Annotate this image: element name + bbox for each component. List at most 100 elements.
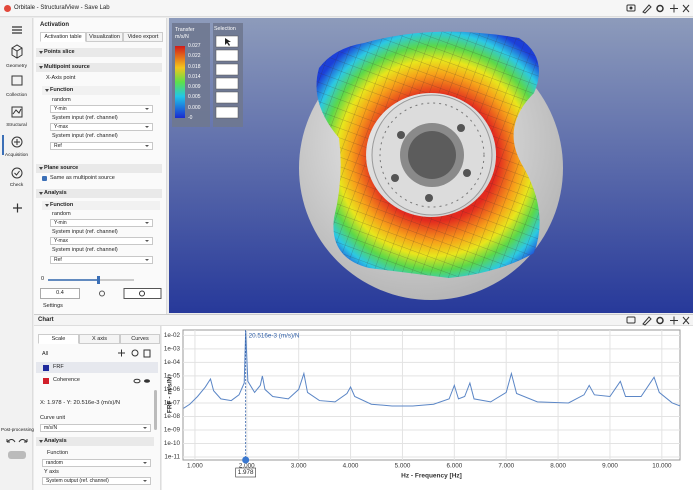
label: System input (ref. channel) bbox=[52, 247, 118, 253]
x-tick-label: 9.000 bbox=[602, 463, 618, 470]
slider-min: 0 bbox=[41, 276, 45, 282]
label: random bbox=[52, 97, 71, 103]
select[interactable]: random bbox=[42, 459, 151, 467]
legend-label: 0.000 bbox=[188, 104, 201, 111]
curve-name[interactable]: FRF bbox=[53, 364, 64, 370]
plot-area bbox=[182, 329, 681, 461]
x-axis-label: Hz - Frequency [Hz] bbox=[401, 473, 462, 480]
x-tick-label: 2.000 bbox=[239, 463, 255, 470]
label: Curve unit bbox=[40, 415, 66, 421]
y-tick-label: 1e-10 bbox=[164, 440, 181, 447]
label: System input (ref. channel) bbox=[52, 229, 118, 235]
legend-label: 0.005 bbox=[188, 94, 201, 101]
checkbox[interactable] bbox=[42, 176, 47, 181]
chart-header bbox=[34, 314, 693, 326]
x-tick-label: 8.000 bbox=[550, 463, 566, 470]
y-axis-label: FRF - m/s/N bbox=[167, 377, 174, 413]
section-header[interactable]: Function bbox=[42, 201, 160, 210]
tab[interactable]: Activation table bbox=[40, 32, 86, 42]
value-field[interactable]: 0.4 bbox=[40, 288, 80, 299]
x-tick-label: 5.000 bbox=[395, 463, 411, 470]
section-header[interactable]: Points slice bbox=[36, 48, 162, 57]
label: System input (ref. channel) bbox=[52, 133, 118, 139]
tab[interactable]: Scale bbox=[38, 334, 79, 344]
viewport[interactable] bbox=[169, 18, 693, 313]
cursor-readout: X: 1.978 - Y: 20.516e-3 (m/s)/N bbox=[40, 400, 121, 406]
tab[interactable]: Curves bbox=[120, 334, 160, 344]
label: System input (ref. channel) bbox=[52, 115, 118, 121]
sidebar-item[interactable]: Collection bbox=[5, 93, 28, 98]
select[interactable]: Y-min bbox=[50, 105, 153, 113]
legend-label: 0.027 bbox=[188, 43, 201, 49]
cursor-box bbox=[235, 467, 256, 478]
line-series bbox=[183, 331, 680, 409]
select[interactable]: Y-max bbox=[50, 237, 153, 245]
y-tick-label: 1e-08 bbox=[164, 413, 181, 420]
sidebar-footer[interactable]: Post-processing bbox=[1, 427, 34, 432]
label: X-Axis point bbox=[46, 75, 76, 81]
select[interactable]: System output (ref. channel) bbox=[42, 477, 151, 485]
x-tick-label: 10.000 bbox=[652, 463, 672, 470]
app-icon bbox=[4, 5, 11, 12]
x-tick-label: 1.000 bbox=[187, 463, 203, 470]
y-tick-label: 1e-05 bbox=[164, 373, 181, 380]
curves-all[interactable]: All bbox=[42, 351, 49, 357]
x-tick-label: 4.000 bbox=[343, 463, 359, 470]
select[interactable]: Ref bbox=[50, 256, 153, 264]
sidebar-item[interactable]: Check bbox=[9, 183, 24, 188]
y-tick-label: 1e-02 bbox=[164, 332, 181, 339]
sidebar bbox=[0, 18, 33, 490]
y-tick-label: 1e-03 bbox=[164, 346, 181, 353]
curve-row-selected[interactable] bbox=[36, 362, 158, 373]
select[interactable]: m/s/N bbox=[40, 424, 151, 432]
legend-unit: m/s/N bbox=[175, 34, 189, 40]
tab[interactable]: Visualization bbox=[86, 32, 123, 42]
tab[interactable]: X axis bbox=[79, 334, 120, 344]
x-tick-label: 6.000 bbox=[446, 463, 462, 470]
window-title: Orbitale - StructuralView - Save Lab bbox=[14, 5, 110, 11]
cursor-label: 20.516e-3 (m/s)/N bbox=[249, 333, 300, 340]
chart-icons[interactable] bbox=[622, 315, 690, 326]
settings-toggle[interactable]: Settings bbox=[43, 303, 63, 309]
sidebar-icons[interactable] bbox=[0, 18, 33, 218]
section-header[interactable]: Multipoint source bbox=[36, 63, 162, 72]
label: random bbox=[52, 211, 71, 217]
select[interactable]: Y-min bbox=[50, 219, 153, 227]
undo-redo[interactable] bbox=[4, 436, 30, 462]
toolbar-title: Selection bbox=[214, 26, 236, 32]
curve-name[interactable]: Coherence bbox=[53, 377, 80, 383]
section-header[interactable]: Function bbox=[42, 86, 160, 95]
section-header[interactable]: Analysis bbox=[36, 189, 162, 198]
tab[interactable]: Video export bbox=[123, 32, 163, 42]
y-tick-label: 1e-09 bbox=[164, 427, 181, 434]
chart: 1e-02 1e-03 1e-04 1e-05 1e-06 1e-07 1e-08 1e-09… bbox=[162, 326, 693, 490]
legend-label: 0.014 bbox=[188, 73, 201, 80]
y-tick-label: 1e-11 bbox=[164, 454, 180, 461]
title-bar bbox=[0, 0, 693, 17]
curve-swatch bbox=[43, 378, 49, 384]
y-tick-label: 1e-07 bbox=[164, 400, 181, 407]
legend-label: -0 bbox=[188, 115, 193, 121]
sidebar-item[interactable]: Acquisition bbox=[4, 153, 29, 158]
legend-title: Transfer bbox=[175, 27, 195, 33]
curve-swatch bbox=[43, 365, 49, 371]
section-header[interactable]: Plane source bbox=[36, 164, 162, 173]
select[interactable]: Y-max bbox=[50, 123, 153, 131]
checkbox-label[interactable]: Same as multipoint source bbox=[50, 175, 115, 181]
legend-label: 0.022 bbox=[188, 53, 201, 60]
scrollbar[interactable] bbox=[154, 390, 157, 430]
section-header[interactable]: Function bbox=[47, 450, 69, 456]
x-tick-label: 7.000 bbox=[498, 463, 514, 470]
sidebar-item[interactable]: Structural bbox=[6, 123, 27, 128]
legend-label: 0.009 bbox=[188, 84, 201, 91]
section-header[interactable]: Analysis bbox=[36, 437, 154, 446]
select[interactable]: Ref bbox=[50, 142, 153, 150]
playback-buttons[interactable] bbox=[84, 288, 162, 299]
sidebar-item[interactable]: Geometry bbox=[5, 64, 28, 69]
y-tick-label: 1e-06 bbox=[164, 386, 181, 393]
cursor-x-label: 1.978 bbox=[238, 469, 254, 476]
slider[interactable] bbox=[46, 276, 136, 284]
x-tick-label: 3.000 bbox=[291, 463, 307, 470]
window-icons[interactable] bbox=[622, 3, 690, 14]
